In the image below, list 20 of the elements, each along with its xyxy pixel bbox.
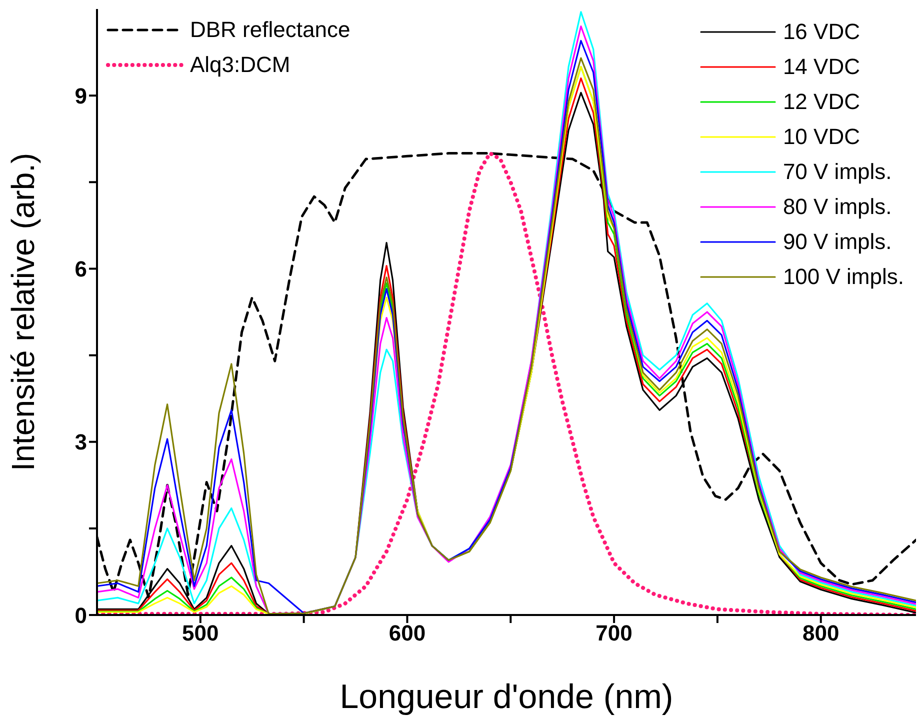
x-tick-label: 800 bbox=[802, 620, 840, 646]
legend-label: Alq3:DCM bbox=[190, 52, 290, 78]
y-axis-title: Intensité relative (arb.) bbox=[5, 152, 41, 472]
x-tick-label: 500 bbox=[182, 620, 219, 646]
legend-label: 12 VDC bbox=[782, 88, 860, 114]
legend-label: DBR reflectance bbox=[190, 16, 350, 42]
y-tick-label: 3 bbox=[74, 430, 87, 455]
x-tick-label: 700 bbox=[596, 620, 632, 646]
legend-label: 70 V impls. bbox=[782, 158, 892, 184]
legend-label: 80 V impls. bbox=[782, 194, 892, 220]
legend-label: 16 VDC bbox=[782, 18, 860, 44]
y-tick-label: 6 bbox=[74, 256, 87, 282]
legend-label: 100 V impls. bbox=[782, 264, 904, 290]
y-tick-label: 0 bbox=[74, 602, 87, 628]
legend-label: 90 V impls. bbox=[782, 228, 892, 254]
legend-label: 14 VDC bbox=[782, 54, 860, 80]
x-axis-title: Longueur d'onde (nm) bbox=[340, 678, 674, 716]
y-tick-label: 9 bbox=[74, 83, 87, 108]
x-tick-label: 600 bbox=[388, 620, 426, 646]
legend-label: 10 VDC bbox=[782, 124, 860, 150]
